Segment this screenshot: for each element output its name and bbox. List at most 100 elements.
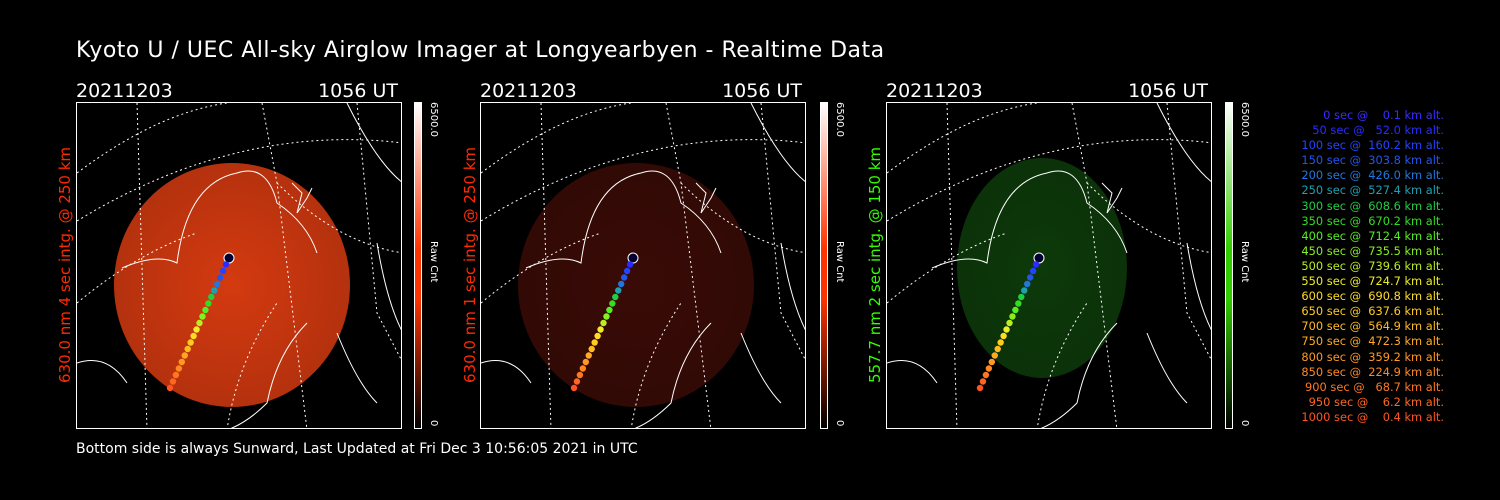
legend-row: 200 sec @ 426.0 km alt. bbox=[1297, 168, 1444, 183]
trajectory-point bbox=[620, 274, 628, 281]
coastline bbox=[887, 332, 1188, 404]
panel-2-cbar-max: 6500.0 bbox=[834, 102, 845, 137]
airglow-disk bbox=[957, 158, 1127, 378]
trajectory-point bbox=[175, 365, 183, 372]
legend-row: 550 sec @ 724.7 km alt. bbox=[1297, 274, 1444, 289]
trajectory-point bbox=[187, 339, 194, 346]
coastline bbox=[931, 170, 1128, 269]
coastline bbox=[121, 170, 318, 269]
panel-1-time: 1056 UT bbox=[318, 80, 398, 102]
trajectory-point bbox=[1018, 293, 1025, 301]
legend-row: 800 sec @ 359.2 km alt. bbox=[1297, 349, 1444, 364]
trajectory-point bbox=[609, 300, 616, 307]
page-title: Kyoto U / UEC All-sky Airglow Imager at … bbox=[76, 38, 885, 63]
legend-row: 600 sec @ 690.8 km alt. bbox=[1297, 289, 1444, 304]
coastline bbox=[230, 322, 308, 428]
trajectory-point bbox=[588, 345, 595, 353]
graticule-line bbox=[77, 139, 401, 222]
trajectory-point bbox=[223, 252, 235, 264]
trajectory-point bbox=[594, 332, 601, 340]
trajectory-point bbox=[222, 261, 230, 268]
trajectory-point bbox=[1021, 287, 1028, 294]
trajectory-point bbox=[169, 378, 177, 385]
coastline bbox=[77, 332, 378, 404]
trajectory-point bbox=[997, 339, 1004, 346]
graticule-line bbox=[630, 302, 682, 428]
trajectory-point bbox=[1003, 326, 1010, 333]
trajectory-point bbox=[216, 274, 224, 281]
sky-map bbox=[481, 103, 805, 428]
graticule-line bbox=[481, 232, 602, 304]
legend-row: 400 sec @ 712.4 km alt. bbox=[1297, 228, 1444, 243]
legend-row: 100 sec @ 160.2 km alt. bbox=[1297, 138, 1444, 153]
trajectory-point bbox=[597, 326, 604, 333]
trajectory-point bbox=[618, 280, 625, 288]
trajectory-point bbox=[211, 287, 218, 294]
panel-3-time: 1056 UT bbox=[1128, 80, 1208, 102]
trajectory-point bbox=[585, 352, 592, 359]
legend-row: 850 sec @ 224.9 km alt. bbox=[1297, 364, 1444, 379]
trajectory-point bbox=[623, 267, 631, 275]
coastline bbox=[1040, 322, 1118, 428]
coastline bbox=[750, 103, 805, 331]
coastline bbox=[1156, 103, 1211, 331]
panel-2-ylabel: 630.0 nm 1 sec intg. @ 250 km bbox=[461, 146, 479, 383]
graticule-line bbox=[276, 182, 401, 254]
graticule-line bbox=[226, 302, 278, 428]
sky-map bbox=[887, 103, 1211, 428]
trajectory-point bbox=[193, 326, 200, 333]
panel-2-cbar-min: 0 bbox=[834, 420, 845, 427]
legend-row: 1000 sec @ 0.4 km alt. bbox=[1301, 409, 1444, 424]
legend-row: 350 sec @ 670.2 km alt. bbox=[1297, 213, 1444, 228]
coastline bbox=[695, 182, 717, 214]
panel-3-ylabel: 557.7 nm 2 sec intg. @ 150 km bbox=[866, 146, 884, 383]
trajectory-point bbox=[976, 384, 984, 392]
trajectory-point bbox=[1026, 274, 1034, 281]
graticule-line bbox=[1086, 182, 1211, 254]
panel-3-date: 20211203 bbox=[886, 80, 983, 102]
legend-row: 50 sec @ 52.0 km alt. bbox=[1305, 123, 1444, 138]
trajectory-point bbox=[181, 352, 188, 359]
airglow-disk bbox=[518, 163, 754, 407]
trajectory-point bbox=[1009, 313, 1016, 320]
legend-row: 750 sec @ 472.3 km alt. bbox=[1297, 334, 1444, 349]
trajectory-point bbox=[1033, 252, 1045, 264]
coastline bbox=[1101, 182, 1123, 214]
trajectory-point bbox=[190, 332, 197, 340]
graticule-line bbox=[887, 139, 1211, 222]
trajectory-point bbox=[612, 293, 619, 301]
panel-3-image bbox=[886, 102, 1212, 429]
graticule-line bbox=[887, 103, 1038, 174]
trajectory-point bbox=[988, 358, 995, 366]
trajectory-point bbox=[178, 358, 185, 366]
trajectory-point bbox=[1012, 306, 1019, 314]
airglow-disk bbox=[114, 163, 350, 407]
trajectory-point bbox=[199, 313, 206, 320]
trajectory-point bbox=[219, 267, 227, 275]
trajectory-point bbox=[991, 352, 998, 359]
legend-row: 950 sec @ 6.2 km alt. bbox=[1305, 394, 1444, 409]
panel-1-image bbox=[76, 102, 402, 429]
trajectory-point bbox=[1024, 280, 1031, 288]
panel-3-colorbar bbox=[1225, 102, 1233, 429]
trajectory-point bbox=[166, 384, 174, 392]
trajectory-point bbox=[985, 365, 993, 372]
trajectory-point bbox=[600, 319, 607, 327]
graticule-line bbox=[356, 103, 401, 361]
coastline bbox=[481, 332, 782, 404]
trajectory-point bbox=[615, 287, 622, 294]
coastline bbox=[346, 103, 401, 331]
trajectory-point bbox=[196, 319, 203, 327]
legend-row: 500 sec @ 739.6 km alt. bbox=[1297, 258, 1444, 273]
coastline bbox=[525, 170, 722, 269]
panel-1-colorbar bbox=[414, 102, 422, 429]
trajectory-point bbox=[202, 306, 209, 314]
trajectory-point bbox=[579, 365, 587, 372]
trajectory-point bbox=[214, 280, 221, 288]
legend-row: 150 sec @ 303.8 km alt. bbox=[1297, 153, 1444, 168]
panel-2-image bbox=[480, 102, 806, 429]
trajectory-point bbox=[184, 345, 191, 353]
trajectory-point bbox=[582, 358, 589, 366]
panel-2-colorbar bbox=[820, 102, 828, 429]
trajectory-point bbox=[1029, 267, 1037, 275]
